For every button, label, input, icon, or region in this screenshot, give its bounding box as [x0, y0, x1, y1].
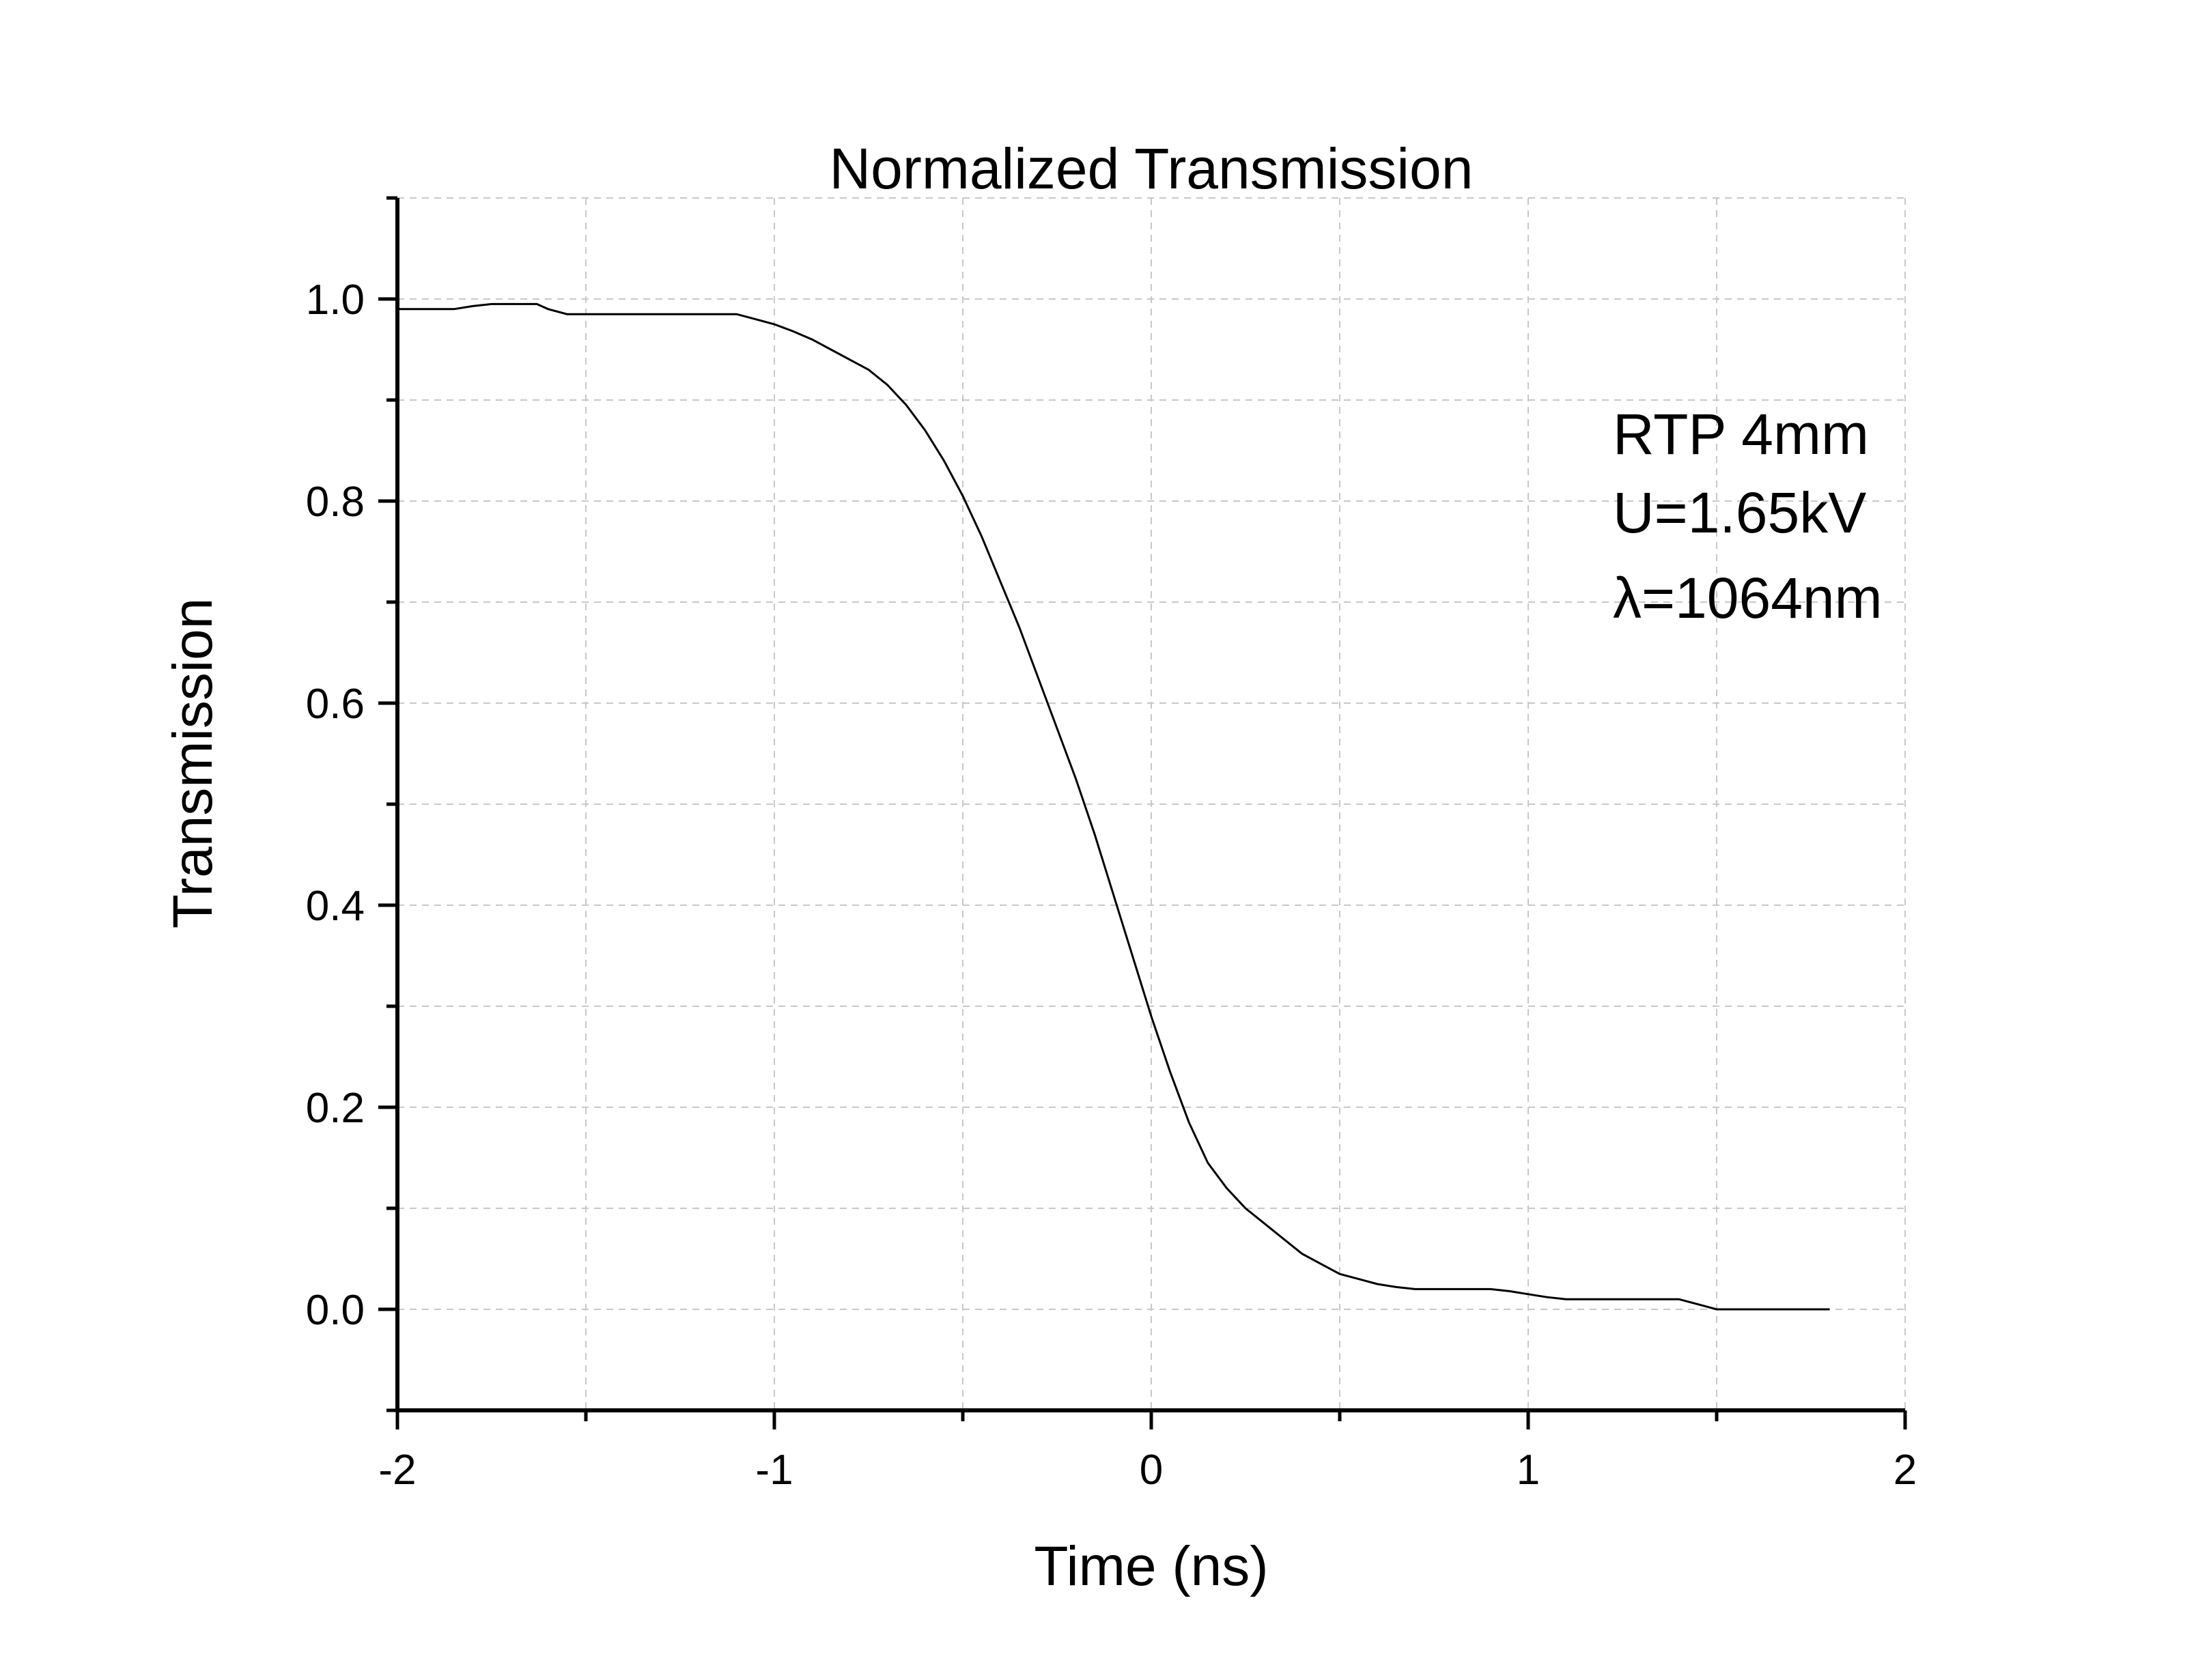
- x-tick-label: 0: [1140, 1447, 1163, 1494]
- series-layer: [397, 302, 1830, 1311]
- grid-layer: [397, 197, 1906, 1410]
- x-tick-label: -1: [755, 1447, 793, 1494]
- x-tick-label: -2: [378, 1447, 416, 1494]
- y-tick-label: 0.6: [306, 681, 365, 728]
- annotation-voltage: U=1.65kV: [1613, 481, 1866, 545]
- y-tick-label: 0.8: [306, 479, 365, 526]
- x-tick-label: 2: [1894, 1447, 1917, 1494]
- annotation-wavelength: λ=1064nm: [1613, 566, 1883, 630]
- labels-layer: Normalized Transmission Time (ns) Transm…: [162, 137, 1917, 1597]
- y-tick-label: 0.2: [306, 1085, 365, 1132]
- x-tick-label: 1: [1517, 1447, 1540, 1494]
- chart-title: Normalized Transmission: [830, 137, 1474, 201]
- x-axis-title: Time (ns): [1034, 1535, 1268, 1597]
- axes-layer: [378, 196, 1907, 1429]
- y-tick-label: 1.0: [306, 276, 365, 324]
- y-tick-label: 0.0: [306, 1287, 365, 1334]
- series-line-transmission: [397, 302, 1830, 1311]
- annotation-crystal: RTP 4mm: [1613, 402, 1869, 466]
- y-tick-label: 0.4: [306, 883, 365, 930]
- y-axis-title: Transmission: [162, 598, 224, 929]
